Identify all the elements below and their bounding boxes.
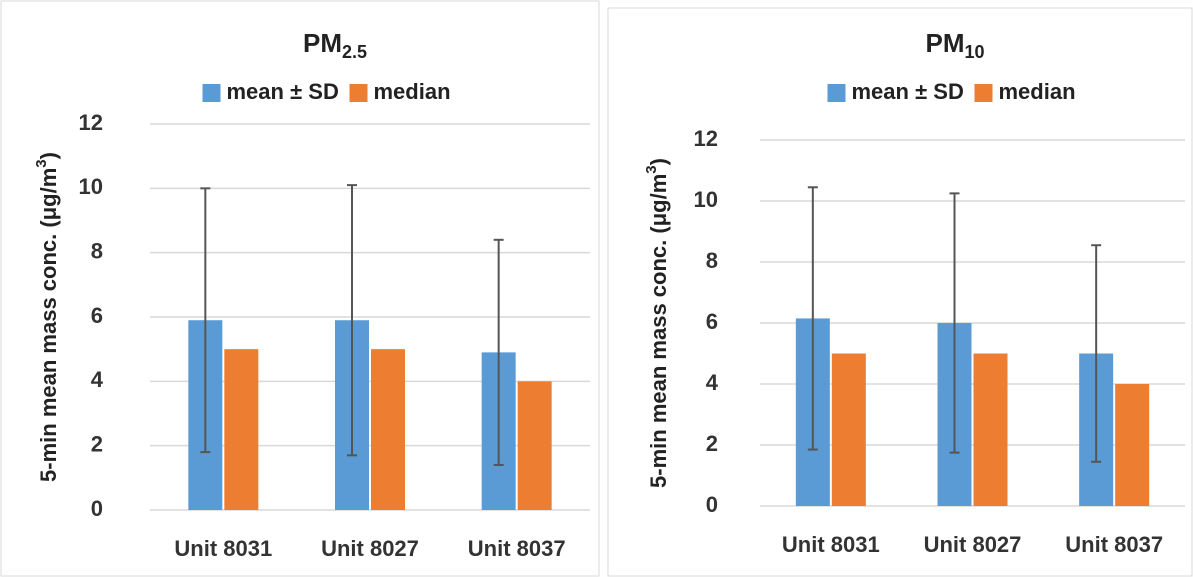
chart-title: PM10 <box>925 28 984 62</box>
bar <box>224 349 259 510</box>
bar <box>831 353 866 506</box>
title-main: PM <box>925 28 964 58</box>
y-tick-label: 12 <box>694 126 718 151</box>
x-tick-label: Unit 8031 <box>782 532 880 557</box>
y-label-superscript: 3 <box>643 165 660 173</box>
y-tick-label: 8 <box>706 248 718 273</box>
y-tick-label: 6 <box>91 303 103 328</box>
y-label-end: ) <box>646 158 671 165</box>
y-tick-label: 6 <box>706 309 718 334</box>
bar <box>371 349 405 510</box>
x-tick-label: Unit 8037 <box>1065 532 1163 557</box>
legend-swatch <box>974 84 993 102</box>
legend-swatch <box>349 84 368 102</box>
error-bar <box>493 238 504 466</box>
x-tick-label: Unit 8027 <box>321 536 419 561</box>
y-tick-label: 0 <box>706 492 718 517</box>
y-tick-label: 8 <box>91 238 103 263</box>
y-axis-label: 5-min mean mass conc. (μg/m3) <box>643 158 671 488</box>
y-tick-label: 4 <box>706 370 719 395</box>
y-label-main: 5-min mean mass conc. (μg/m <box>646 174 671 488</box>
legend-swatch <box>827 84 846 102</box>
bar <box>1115 384 1150 506</box>
y-tick-label: 0 <box>91 496 103 521</box>
title-main: PM <box>303 28 342 58</box>
y-tick-label: 10 <box>79 174 103 199</box>
x-tick-label: Unit 8027 <box>924 532 1022 557</box>
y-label-main: 5-min mean mass conc. (μg/m <box>36 168 61 482</box>
y-axis-label: 5-min mean mass conc. (μg/m3) <box>33 152 61 482</box>
bar <box>517 381 552 510</box>
y-label-end: ) <box>36 152 61 159</box>
error-bar <box>949 192 960 454</box>
x-tick-label: Unit 8031 <box>174 536 272 561</box>
y-tick-label: 4 <box>91 367 104 392</box>
y-tick-label: 12 <box>79 110 103 135</box>
x-tick-label: Unit 8037 <box>468 536 566 561</box>
legend-label: mean ± SD <box>852 79 964 104</box>
legend-label: median <box>999 79 1076 104</box>
y-label-superscript: 3 <box>33 159 50 167</box>
legend-label: mean ± SD <box>227 79 339 104</box>
bar <box>973 353 1008 506</box>
y-tick-label: 10 <box>694 187 718 212</box>
chart-title: PM2.5 <box>303 28 367 62</box>
y-tick-label: 2 <box>706 431 718 456</box>
error-bar <box>1091 244 1102 463</box>
error-bar <box>347 184 357 457</box>
error-bar <box>200 187 211 454</box>
title-subscript: 10 <box>964 42 984 62</box>
legend-label: median <box>374 79 451 104</box>
title-subscript: 2.5 <box>342 42 367 62</box>
y-tick-label: 2 <box>91 431 103 456</box>
error-bar <box>807 186 818 451</box>
legend-swatch <box>202 84 221 102</box>
